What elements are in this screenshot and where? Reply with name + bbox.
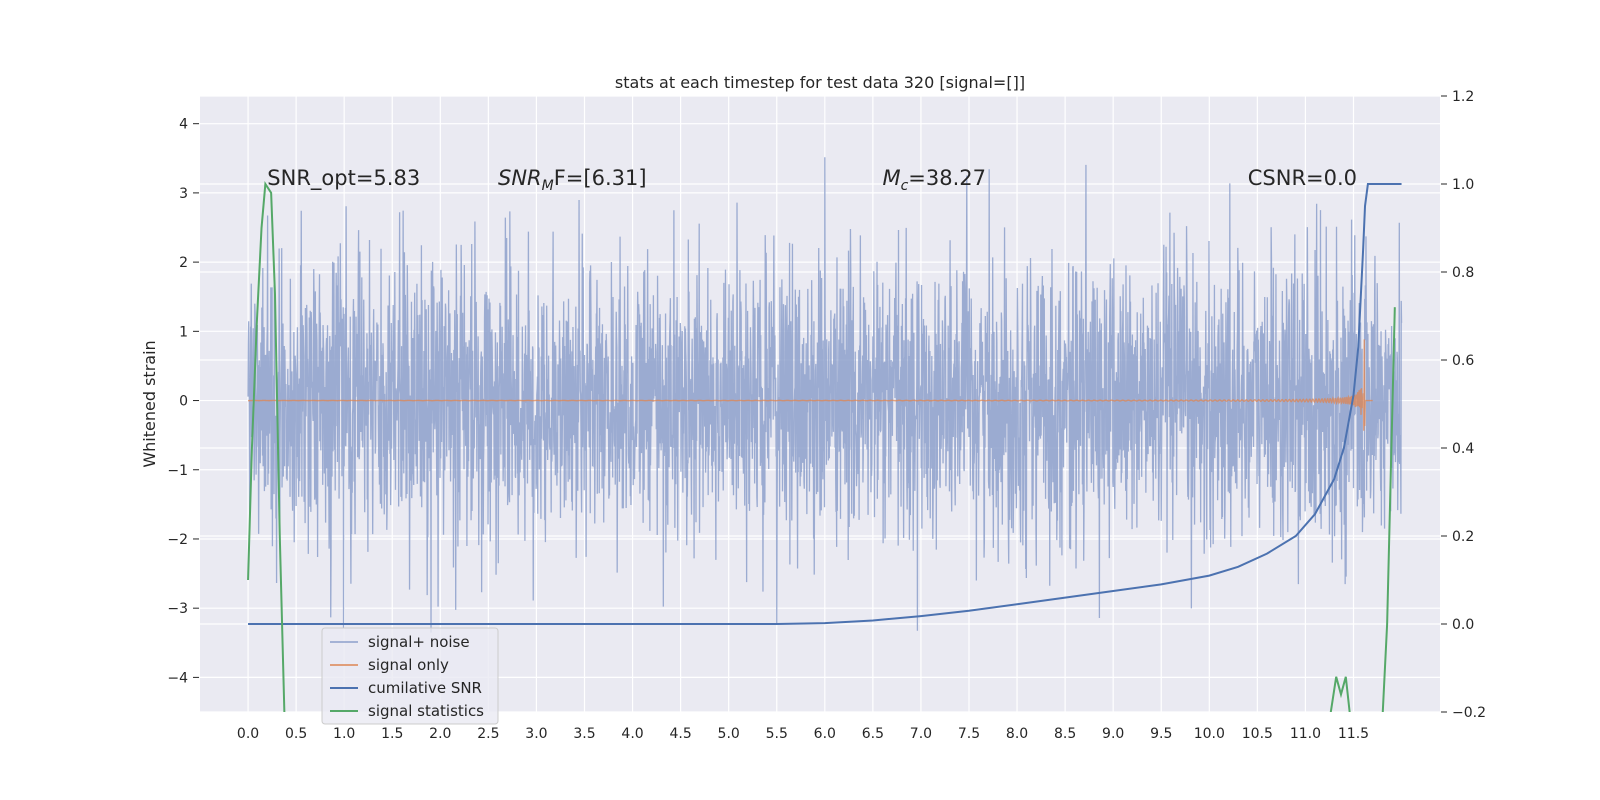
y-right-tick-label: 0.6 [1452, 353, 1474, 369]
x-tick-label: 9.0 [1102, 726, 1124, 742]
x-tick-label: 6.5 [862, 726, 884, 742]
annotation-text: SNR_opt=5.83 [267, 166, 420, 191]
y-right-tick-label: 1.2 [1452, 89, 1474, 105]
y-right-tick-label: 0.2 [1452, 529, 1474, 545]
y-tick-label: 2 [179, 255, 188, 271]
y-axis-ticks: −4 −3 −2 −1 0 1 2 3 4 [167, 117, 199, 686]
x-tick-label: 9.5 [1150, 726, 1172, 742]
x-tick-label: 4.5 [669, 726, 691, 742]
x-tick-label: 3.5 [573, 726, 595, 742]
x-tick-label: 5.5 [766, 726, 788, 742]
x-tick-label: 2.0 [429, 726, 451, 742]
series-signal-statistics [247, 181, 1396, 712]
x-tick-label: 10.0 [1194, 726, 1225, 742]
legend-entry: cumilative SNR [368, 679, 482, 697]
x-tick-label: 3.0 [525, 726, 547, 742]
y-tick-label: −1 [167, 463, 188, 479]
x-axis-ticks: 0.0 0.5 1.0 1.5 2.0 2.5 3.0 3.5 4.0 4.5 5.0 5.5 6.0 6… [237, 726, 1369, 742]
x-tick-label: 0.0 [237, 726, 259, 742]
x-tick-label: 4.0 [621, 726, 643, 742]
y-right-tick-label: 0.4 [1452, 441, 1474, 457]
legend-entry: signal+ noise [368, 633, 470, 651]
y-tick-label: −3 [167, 601, 188, 617]
y-tick-label: −4 [167, 670, 188, 686]
y-right-tick-label: 0.0 [1452, 617, 1474, 633]
chart-title: stats at each timestep for test data 320… [615, 73, 1025, 92]
x-tick-label: 8.0 [1006, 726, 1028, 742]
annotation-text: SNRMF=[6.31] [498, 166, 647, 194]
annotation-text: CSNR=0.0 [1248, 166, 1357, 190]
x-tick-label: 10.5 [1242, 726, 1273, 742]
series-cumulative-snr [248, 183, 1402, 625]
legend-entry: signal only [368, 656, 449, 674]
y-axis-label: Whitened strain [140, 340, 159, 467]
x-tick-label: 7.0 [910, 726, 932, 742]
series-signal-noise [247, 157, 1403, 633]
y-right-tick-label: 1.0 [1452, 177, 1474, 193]
x-tick-label: 2.5 [477, 726, 499, 742]
y-tick-label: 1 [179, 324, 188, 340]
y-right-axis-ticks: −0.2 0.0 0.2 0.4 0.6 0.8 1.0 1.2 [1441, 89, 1486, 721]
legend-entry: signal statistics [368, 702, 484, 720]
annotations: SNR_opt=5.83 SNRMF=[6.31] Mc=38.27 CSNR=0.0 [267, 166, 1357, 194]
x-tick-label: 5.0 [718, 726, 740, 742]
series-layer [247, 157, 1403, 712]
x-tick-label: 11.0 [1290, 726, 1321, 742]
x-tick-label: 1.5 [381, 726, 403, 742]
y-right-tick-label: 0.8 [1452, 265, 1474, 281]
y-right-tick-label: −0.2 [1452, 705, 1486, 721]
y-tick-label: −2 [167, 532, 188, 548]
y-tick-label: 0 [179, 394, 188, 410]
y-tick-label: 4 [179, 117, 188, 133]
y-tick-label: 3 [179, 186, 188, 202]
x-tick-label: 11.5 [1338, 726, 1369, 742]
legend: signal+ noise signal only cumilative SNR si… [321, 627, 499, 725]
x-tick-label: 7.5 [958, 726, 980, 742]
x-tick-label: 8.5 [1054, 726, 1076, 742]
x-tick-label: 1.0 [333, 726, 355, 742]
legend-box [321, 627, 499, 725]
series-signal-only [248, 339, 1373, 431]
x-tick-label: 0.5 [285, 726, 307, 742]
annotation-text: Mc=38.27 [882, 166, 986, 194]
x-tick-label: 6.0 [814, 726, 836, 742]
